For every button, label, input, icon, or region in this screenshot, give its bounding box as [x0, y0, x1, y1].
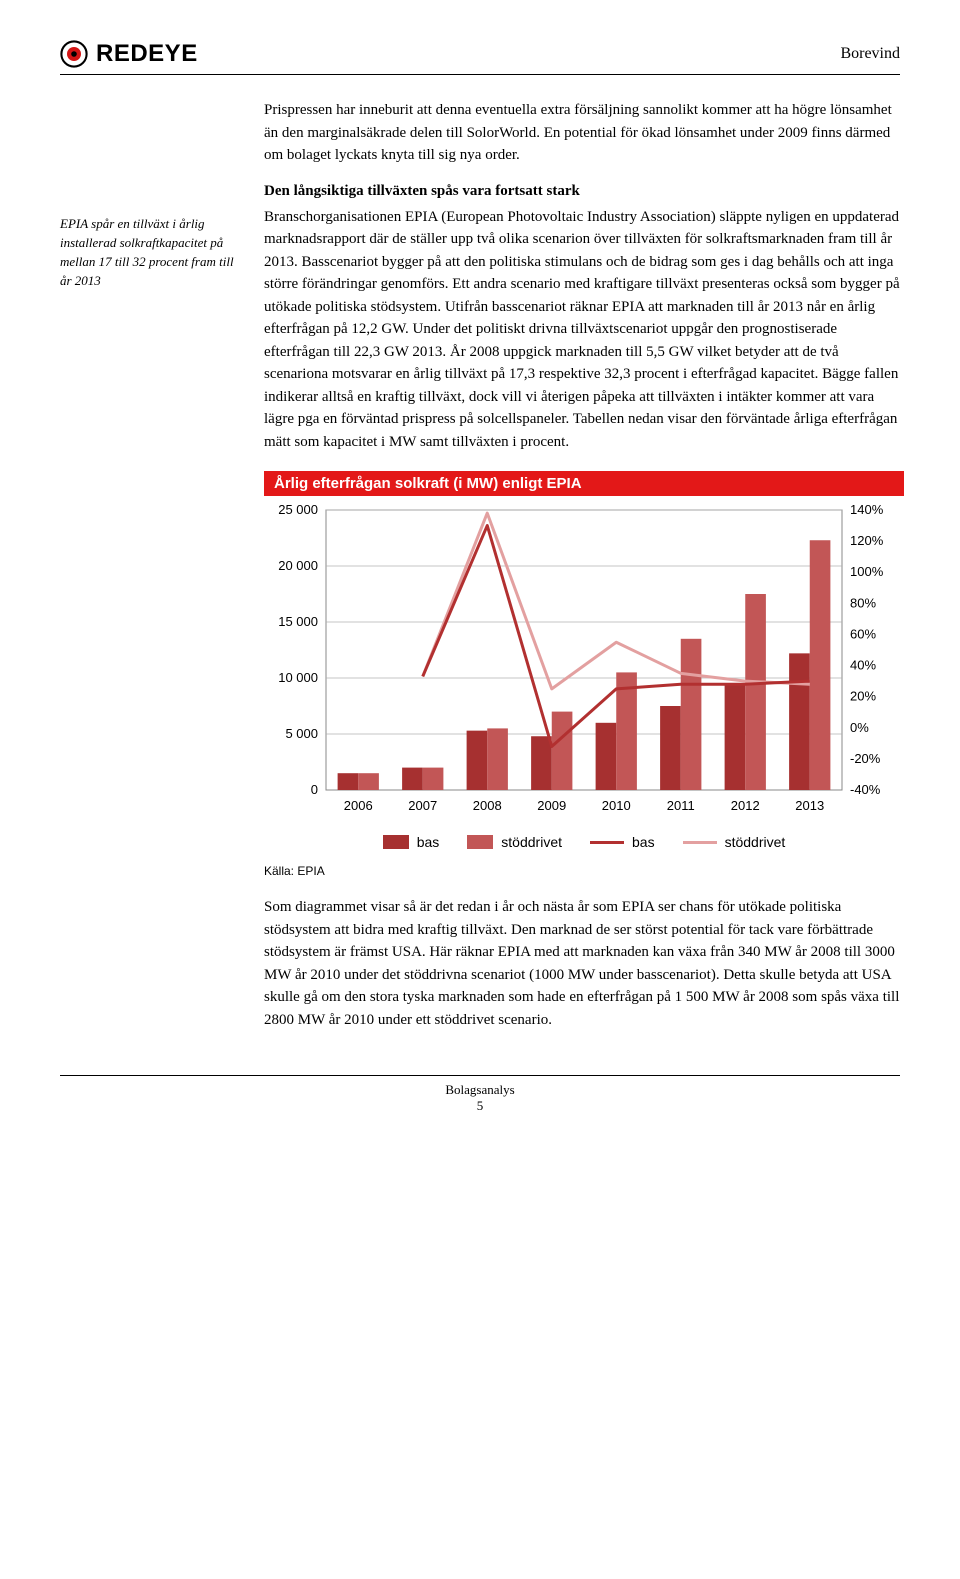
legend-item: bas	[590, 834, 655, 850]
redeye-icon	[60, 40, 88, 68]
legend-swatch-icon	[383, 835, 409, 849]
section-heading: Den långsiktiga tillväxten spås vara for…	[264, 183, 904, 200]
svg-text:2012: 2012	[731, 798, 760, 813]
logo-text: REDEYE	[96, 40, 198, 68]
legend-item: stöddrivet	[467, 834, 562, 850]
svg-text:2013: 2013	[795, 798, 824, 813]
company-name: Borevind	[840, 45, 900, 63]
svg-text:15 000: 15 000	[278, 614, 318, 629]
page-footer: Bolagsanalys 5	[60, 1075, 900, 1114]
svg-text:-40%: -40%	[850, 782, 881, 797]
body-paragraph-2: Branschorganisationen EPIA (European Pho…	[264, 206, 904, 454]
svg-text:20%: 20%	[850, 689, 876, 704]
svg-text:2011: 2011	[667, 798, 695, 813]
body-paragraph-3: Som diagrammet visar så är det redan i å…	[264, 896, 904, 1031]
legend-label: stöddrivet	[501, 834, 562, 850]
sidebar-note: EPIA spår en tillväxt i årlig installera…	[60, 215, 240, 290]
legend-label: stöddrivet	[725, 834, 786, 850]
svg-text:2009: 2009	[537, 798, 566, 813]
svg-text:100%: 100%	[850, 564, 884, 579]
svg-text:40%: 40%	[850, 658, 876, 673]
svg-text:5 000: 5 000	[285, 726, 318, 741]
svg-text:10 000: 10 000	[278, 670, 318, 685]
legend-line-icon	[590, 841, 624, 844]
legend-label: bas	[417, 834, 440, 850]
legend-item: stöddrivet	[683, 834, 786, 850]
logo: REDEYE	[60, 40, 198, 68]
footer-pageno: 5	[60, 1098, 900, 1114]
chart-title: Årlig efterfrågan solkraft (i MW) enligt…	[264, 471, 904, 496]
chart-legend: bas stöddrivet bas stöddrivet	[264, 826, 904, 856]
chart-svg: 0 5 000 10 000 15 000 20 000 25 000 -40% -20% 0%…	[264, 496, 904, 826]
svg-text:-20%: -20%	[850, 751, 881, 766]
sidebar: EPIA spår en tillväxt i årlig installera…	[60, 99, 240, 1047]
svg-text:60%: 60%	[850, 626, 876, 641]
legend-label: bas	[632, 834, 655, 850]
chart-block: Årlig efterfrågan solkraft (i MW) enligt…	[264, 471, 904, 878]
svg-text:0: 0	[311, 782, 318, 797]
chart-source: Källa: EPIA	[264, 864, 904, 878]
svg-text:120%: 120%	[850, 533, 884, 548]
svg-text:2010: 2010	[602, 798, 631, 813]
legend-item: bas	[383, 834, 440, 850]
page-header: REDEYE Borevind	[60, 40, 900, 75]
legend-swatch-icon	[467, 835, 493, 849]
footer-doctype: Bolagsanalys	[60, 1082, 900, 1098]
svg-text:20 000: 20 000	[278, 558, 318, 573]
svg-text:0%: 0%	[850, 720, 869, 735]
svg-text:80%: 80%	[850, 595, 876, 610]
svg-text:2008: 2008	[473, 798, 502, 813]
legend-line-icon	[683, 841, 717, 844]
intro-paragraph: Prispressen har inneburit att denna even…	[264, 99, 904, 167]
svg-text:25 000: 25 000	[278, 502, 318, 517]
chart-canvas: 0 5 000 10 000 15 000 20 000 25 000 -40% -20% 0%…	[264, 496, 904, 856]
main-content: Prispressen har inneburit att denna even…	[264, 99, 904, 1047]
svg-text:2006: 2006	[344, 798, 373, 813]
svg-text:2007: 2007	[408, 798, 437, 813]
svg-text:140%: 140%	[850, 502, 884, 517]
